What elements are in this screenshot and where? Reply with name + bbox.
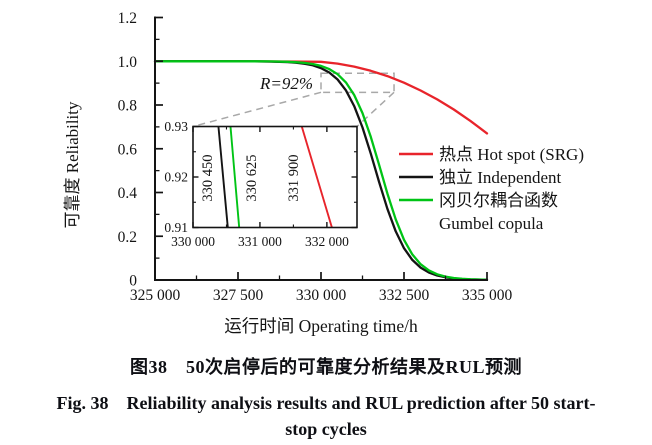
caption-zh: 图38 50次启停后的可靠度分析结果及RUL预测 (129, 357, 522, 377)
x-tick-label: 332 500 (379, 287, 430, 304)
zoom-connector-right (356, 91, 395, 128)
y-tick-label: 0 (129, 273, 137, 290)
inset-y-tick-label: 0.93 (164, 119, 188, 134)
inset-line-gumbel (229, 126, 241, 228)
inset-background (193, 126, 357, 228)
legend-label-independent: 独立 Independent (439, 168, 562, 187)
x-tick-label: 325 000 (130, 287, 181, 304)
legend-label-gumbel: Gumbel copula (439, 214, 544, 233)
x-tick-label: 327 500 (213, 287, 264, 304)
x-tick-label: 335 000 (462, 287, 513, 304)
inset-y-tick-label: 0.92 (164, 170, 188, 185)
inset-y-tick-label: 0.91 (164, 220, 188, 235)
zoom-region-box (320, 72, 395, 94)
y-tick-label: 1.0 (118, 54, 138, 71)
zoom-connector-left (192, 91, 322, 128)
annotation-r92: R=92% (259, 74, 313, 93)
inset-line-label-independent: 330 450 (200, 154, 216, 201)
caption-en-line2: stop cycles (285, 419, 367, 439)
caption-en-line1: Fig. 38 Reliability analysis results and… (56, 393, 596, 413)
y-tick-label: 0.8 (118, 98, 138, 115)
legend-label-hot_spot: 热点 Hot spot (SRG) (439, 145, 584, 164)
x-tick-label: 330 000 (296, 287, 347, 304)
y-tick-label: 0.4 (118, 185, 138, 202)
inset-x-tick-label: 331 000 (238, 234, 282, 249)
x-axis-title: 运行时间 Operating time/h (224, 316, 418, 336)
y-axis-title: 可靠度 Reliability (63, 101, 82, 229)
inset-line-label-hot_spot: 331 900 (286, 154, 302, 201)
legend-label-gumbel: 冈贝尔耦合函数 (439, 191, 558, 210)
y-tick-label: 0.6 (118, 141, 138, 158)
y-tick-label: 0.2 (118, 229, 137, 246)
y-tick-label: 1.2 (118, 10, 137, 27)
series-gumbel (153, 60, 489, 281)
inset-line-hot_spot (300, 126, 333, 228)
inset-line-label-gumbel: 330 625 (244, 154, 260, 201)
reliability-chart: 325 000 327 500 330 000 332 500 335 000 0 0.2 0… (63, 10, 584, 336)
inset-x-tick-label: 332 000 (305, 234, 349, 249)
inset-line-independent (217, 126, 229, 228)
inset-x-tick-label: 330 000 (171, 234, 215, 249)
